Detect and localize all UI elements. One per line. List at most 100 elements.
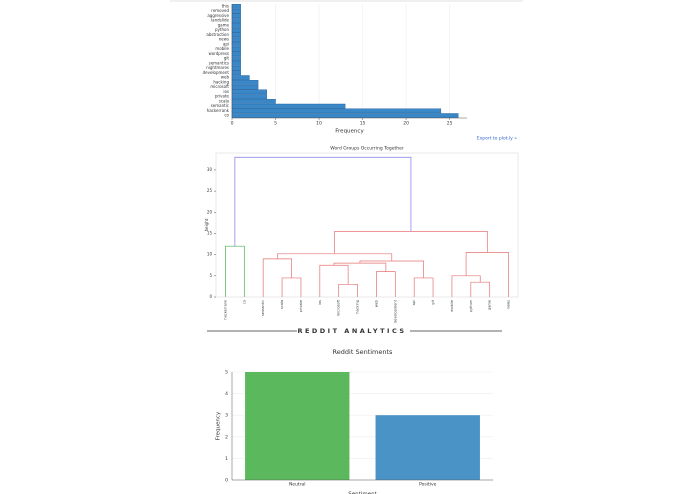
x-tick-label: 0 — [231, 121, 234, 127]
bar — [231, 37, 241, 42]
bar — [231, 51, 241, 57]
bar — [231, 27, 241, 33]
leaf-label: game — [488, 300, 492, 310]
bar — [231, 23, 241, 28]
dendrogram-link — [333, 262, 387, 272]
x-tick-label: 25 — [447, 121, 453, 127]
y-tick-label: aggressive — [207, 13, 229, 18]
bar — [231, 42, 241, 47]
chart-title: Word Groups Occurring Together — [330, 146, 404, 152]
leaf-label: web — [374, 299, 378, 307]
leaf-label: scala — [280, 300, 284, 309]
dendrogram-link — [276, 253, 393, 261]
y-axis-label: height — [204, 218, 209, 231]
y-tick-label: ios — [223, 89, 229, 94]
y-tick-label: 20 — [207, 209, 213, 214]
y-tick-label: 0 — [225, 478, 228, 484]
leaf-label: microsoft — [337, 299, 341, 316]
y-tick-label: 25 — [207, 188, 213, 193]
bar — [245, 372, 350, 480]
bar — [231, 32, 241, 38]
leaf-label: hacking — [356, 300, 360, 314]
y-tick-label: 0 — [209, 294, 212, 299]
x-axis-label: Sentiment — [348, 492, 377, 494]
y-tick-label: 15 — [207, 230, 213, 235]
y-tick-label: semantics — [209, 60, 229, 65]
export-link[interactable]: Export to plot.ly » — [477, 136, 518, 142]
bar — [375, 415, 480, 480]
dendrogram-link — [225, 245, 245, 297]
x-tick-label: Neutral — [289, 482, 306, 488]
y-tick-label: news — [219, 37, 229, 42]
y-tick-label: game — [218, 22, 230, 27]
y-axis-label: Frequency — [216, 411, 222, 440]
y-tick-label: development — [203, 70, 230, 75]
bar — [231, 89, 268, 95]
y-tick-label: 5 — [225, 370, 228, 376]
dendrogram-link — [413, 277, 434, 297]
x-tick-label: 10 — [316, 121, 322, 127]
bar — [231, 99, 276, 104]
y-tick-label: 2 — [225, 434, 228, 440]
bar — [231, 13, 241, 19]
bar — [231, 103, 346, 109]
leaf-label: mobile — [450, 300, 454, 312]
bar — [231, 56, 241, 61]
y-tick-label: semantic — [211, 103, 229, 108]
bar — [231, 61, 241, 66]
y-tick-label: 10 — [207, 252, 213, 257]
y-tick-label: api — [223, 41, 229, 46]
bar — [231, 65, 241, 71]
dendrogram-link — [470, 281, 491, 297]
dendrogram-link — [319, 264, 349, 297]
export-link-text[interactable]: Export to plot.ly » — [477, 136, 518, 142]
y-tick-label: abstraction — [206, 32, 229, 37]
chart-title: Reddit Sentiments — [333, 348, 393, 356]
leaf-label: ios — [318, 300, 322, 305]
dendrogram-link — [334, 231, 488, 254]
y-tick-label: hackerrank — [207, 108, 230, 113]
y-tick-label: wordpress — [208, 51, 229, 56]
y-tick-label: scala — [219, 98, 230, 103]
bar — [231, 18, 241, 23]
y-tick-label: co — [224, 113, 229, 118]
bar — [231, 4, 241, 9]
dendrogram-link — [281, 277, 302, 297]
x-tick-label: 15 — [360, 121, 366, 127]
dendrogram-link — [376, 271, 396, 297]
y-tick-label: 30 — [207, 167, 213, 172]
plot-frame — [215, 152, 519, 298]
y-tick-label: private — [215, 94, 230, 99]
leaf-label: co — [242, 300, 246, 304]
x-tick-label: 5 — [274, 121, 277, 127]
leaf-label: python — [469, 300, 473, 312]
y-tick-label: 5 — [209, 273, 212, 278]
y-tick-label: landslide — [211, 18, 229, 23]
bar — [231, 94, 268, 99]
bar — [231, 113, 459, 118]
bar — [231, 80, 259, 85]
bar — [231, 108, 442, 114]
section-title: REDDIT ANALYTICS — [297, 327, 406, 335]
y-tick-label: git — [224, 56, 230, 61]
leaf-label: hackerrank — [223, 299, 227, 320]
y-tick-label: hacking — [213, 79, 229, 84]
leaf-label: private — [299, 300, 303, 312]
y-tick-label: 4 — [225, 391, 228, 397]
dendrogram-link — [451, 275, 481, 297]
dendrogram-link — [338, 283, 358, 297]
y-tick-label: python — [215, 27, 229, 32]
leaf-label: git — [431, 299, 435, 304]
dendrogram-link — [465, 252, 509, 297]
bar — [231, 75, 250, 80]
leaf-label: api — [412, 300, 416, 305]
bar — [231, 84, 259, 90]
dendrogram-link — [359, 260, 424, 278]
leaf-label: semantic — [261, 300, 265, 316]
y-tick-label: this — [222, 3, 229, 8]
y-tick-label: web — [221, 75, 230, 80]
leaf-label: news — [507, 300, 511, 309]
y-tick-label: mobile — [215, 46, 229, 51]
bar — [231, 70, 241, 76]
